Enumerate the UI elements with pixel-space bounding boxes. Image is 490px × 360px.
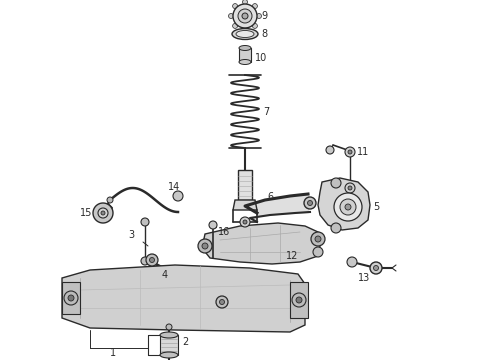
- Text: 3: 3: [128, 230, 134, 240]
- Ellipse shape: [160, 352, 178, 358]
- Ellipse shape: [239, 59, 251, 64]
- Circle shape: [252, 23, 257, 28]
- Text: 2: 2: [182, 337, 188, 347]
- Text: 12: 12: [286, 251, 298, 261]
- Polygon shape: [202, 223, 320, 264]
- Circle shape: [345, 147, 355, 157]
- Circle shape: [166, 324, 172, 330]
- Circle shape: [198, 239, 212, 253]
- Ellipse shape: [239, 45, 251, 50]
- Circle shape: [233, 23, 238, 28]
- Polygon shape: [239, 48, 251, 62]
- Circle shape: [243, 220, 247, 224]
- Circle shape: [331, 223, 341, 233]
- Circle shape: [220, 300, 224, 305]
- Circle shape: [347, 257, 357, 267]
- Circle shape: [141, 257, 149, 265]
- Circle shape: [64, 291, 78, 305]
- Circle shape: [315, 236, 321, 242]
- Polygon shape: [233, 200, 257, 210]
- Text: 16: 16: [218, 227, 230, 237]
- Circle shape: [340, 199, 356, 215]
- Circle shape: [243, 27, 247, 32]
- Circle shape: [348, 186, 352, 190]
- Polygon shape: [318, 178, 370, 230]
- Polygon shape: [62, 282, 80, 314]
- Circle shape: [304, 197, 316, 209]
- Circle shape: [345, 204, 351, 210]
- Circle shape: [93, 203, 113, 223]
- Circle shape: [238, 9, 252, 23]
- Circle shape: [233, 4, 257, 28]
- Circle shape: [348, 150, 352, 154]
- Circle shape: [233, 4, 238, 9]
- Circle shape: [216, 296, 228, 308]
- Circle shape: [256, 14, 262, 18]
- Circle shape: [173, 191, 183, 201]
- Text: 13: 13: [358, 273, 370, 283]
- Text: 1: 1: [110, 348, 116, 358]
- Text: 6: 6: [267, 192, 273, 202]
- Text: 14: 14: [168, 182, 180, 192]
- Ellipse shape: [232, 28, 258, 40]
- Circle shape: [326, 146, 334, 154]
- Ellipse shape: [160, 332, 178, 338]
- Text: 10: 10: [255, 53, 267, 63]
- Circle shape: [331, 178, 341, 188]
- Text: 11: 11: [357, 147, 369, 157]
- Circle shape: [242, 13, 248, 19]
- Text: 7: 7: [263, 107, 269, 117]
- Circle shape: [202, 243, 208, 249]
- Circle shape: [252, 4, 257, 9]
- Circle shape: [243, 0, 247, 5]
- Circle shape: [370, 262, 382, 274]
- Circle shape: [345, 183, 355, 193]
- Circle shape: [209, 221, 217, 229]
- Circle shape: [149, 257, 154, 262]
- Text: 8: 8: [261, 29, 267, 39]
- Circle shape: [68, 295, 74, 301]
- Circle shape: [373, 266, 378, 270]
- Polygon shape: [62, 265, 305, 332]
- Ellipse shape: [236, 31, 254, 37]
- Circle shape: [313, 247, 323, 257]
- Text: 9: 9: [261, 11, 267, 21]
- Polygon shape: [160, 335, 178, 355]
- Text: 15: 15: [80, 208, 93, 218]
- Circle shape: [101, 211, 105, 215]
- Circle shape: [98, 208, 108, 218]
- Polygon shape: [290, 282, 308, 318]
- Circle shape: [311, 232, 325, 246]
- Text: 5: 5: [373, 202, 379, 212]
- Circle shape: [228, 14, 234, 18]
- Circle shape: [141, 218, 149, 226]
- Circle shape: [240, 217, 250, 227]
- Circle shape: [308, 201, 313, 206]
- Circle shape: [146, 254, 158, 266]
- Circle shape: [292, 293, 306, 307]
- Polygon shape: [238, 170, 252, 200]
- Circle shape: [334, 193, 362, 221]
- Circle shape: [296, 297, 302, 303]
- Text: 4: 4: [162, 270, 168, 280]
- Circle shape: [107, 197, 113, 203]
